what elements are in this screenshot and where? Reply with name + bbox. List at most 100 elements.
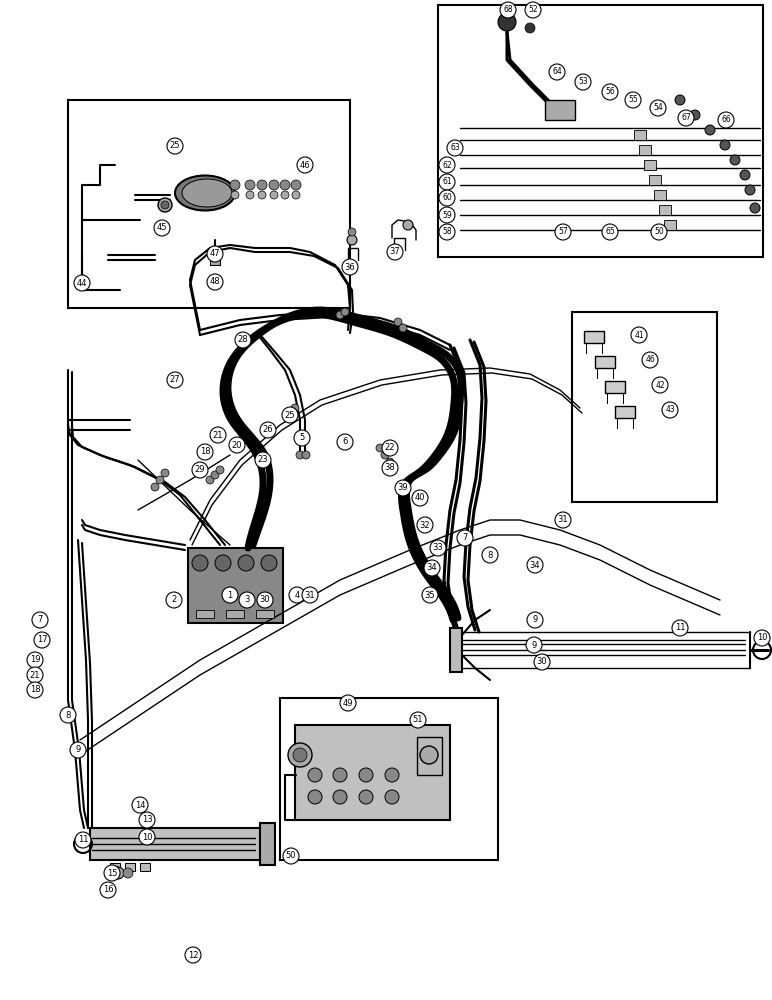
- Circle shape: [420, 746, 438, 764]
- Circle shape: [341, 308, 349, 316]
- Circle shape: [230, 180, 240, 190]
- Circle shape: [348, 228, 356, 236]
- Text: 36: 36: [344, 262, 355, 271]
- Circle shape: [602, 224, 618, 240]
- Text: 39: 39: [398, 484, 408, 492]
- Text: 65: 65: [605, 228, 615, 236]
- Circle shape: [257, 592, 273, 608]
- Circle shape: [705, 125, 715, 135]
- Circle shape: [281, 191, 289, 199]
- Circle shape: [382, 440, 398, 456]
- Circle shape: [642, 352, 658, 368]
- Circle shape: [60, 707, 76, 723]
- Bar: [140, 863, 150, 871]
- Text: 8: 8: [66, 710, 71, 720]
- Circle shape: [333, 790, 347, 804]
- Text: 33: 33: [432, 544, 443, 552]
- Text: 38: 38: [384, 464, 395, 473]
- Text: 14: 14: [135, 800, 145, 810]
- Text: 20: 20: [232, 440, 242, 450]
- Text: 40: 40: [415, 493, 425, 502]
- Text: 6: 6: [342, 438, 347, 446]
- Circle shape: [439, 224, 455, 240]
- Circle shape: [555, 224, 571, 240]
- Circle shape: [526, 637, 542, 653]
- Circle shape: [410, 712, 426, 728]
- Text: 17: 17: [37, 636, 47, 645]
- Circle shape: [296, 451, 304, 459]
- Text: 45: 45: [157, 224, 168, 232]
- Circle shape: [167, 138, 183, 154]
- Circle shape: [740, 170, 750, 180]
- Text: 51: 51: [413, 716, 423, 724]
- Circle shape: [342, 259, 358, 275]
- Text: 15: 15: [107, 868, 117, 878]
- Text: 55: 55: [628, 96, 638, 104]
- Circle shape: [132, 797, 148, 813]
- Bar: [659, 205, 671, 215]
- Text: 53: 53: [578, 78, 587, 87]
- Circle shape: [210, 427, 226, 443]
- Circle shape: [745, 185, 755, 195]
- Circle shape: [302, 587, 318, 603]
- Circle shape: [718, 112, 734, 128]
- Text: 9: 9: [531, 641, 537, 650]
- Circle shape: [288, 743, 312, 767]
- Circle shape: [289, 587, 305, 603]
- Bar: [438, 5, 763, 257]
- Bar: [664, 220, 676, 230]
- Circle shape: [166, 592, 182, 608]
- Circle shape: [112, 867, 124, 879]
- Circle shape: [359, 790, 373, 804]
- Text: 34: 34: [530, 560, 540, 570]
- Text: 8: 8: [487, 550, 493, 560]
- Circle shape: [283, 848, 299, 864]
- Circle shape: [337, 434, 353, 450]
- Circle shape: [347, 235, 357, 245]
- Circle shape: [424, 560, 440, 576]
- Bar: [649, 175, 661, 185]
- Circle shape: [652, 377, 668, 393]
- Text: 50: 50: [286, 852, 296, 860]
- Circle shape: [336, 311, 344, 319]
- Circle shape: [527, 612, 543, 628]
- Circle shape: [662, 402, 678, 418]
- Circle shape: [161, 469, 169, 477]
- Circle shape: [482, 547, 498, 563]
- Bar: [545, 100, 575, 120]
- Circle shape: [104, 865, 120, 881]
- Bar: [256, 610, 274, 618]
- Circle shape: [291, 180, 301, 190]
- Circle shape: [625, 92, 641, 108]
- Circle shape: [549, 64, 565, 80]
- Circle shape: [123, 868, 133, 878]
- Text: 21: 21: [213, 430, 223, 440]
- Bar: [280, 698, 498, 860]
- Circle shape: [258, 191, 266, 199]
- Circle shape: [525, 23, 535, 33]
- Circle shape: [27, 667, 43, 683]
- Circle shape: [197, 444, 213, 460]
- Circle shape: [260, 422, 276, 438]
- Circle shape: [192, 555, 208, 571]
- Circle shape: [650, 100, 666, 116]
- Text: 7: 7: [462, 534, 468, 542]
- Text: 43: 43: [665, 406, 675, 414]
- Circle shape: [139, 829, 155, 845]
- Bar: [639, 145, 651, 155]
- Text: 47: 47: [210, 249, 220, 258]
- Circle shape: [239, 592, 255, 608]
- Circle shape: [207, 274, 223, 290]
- Text: 63: 63: [450, 143, 460, 152]
- Text: 28: 28: [238, 336, 249, 344]
- Circle shape: [216, 466, 224, 474]
- Circle shape: [631, 327, 647, 343]
- Circle shape: [672, 620, 688, 636]
- Bar: [654, 190, 666, 200]
- Circle shape: [154, 220, 170, 236]
- Text: 30: 30: [259, 595, 270, 604]
- Text: 62: 62: [442, 160, 452, 169]
- Circle shape: [161, 201, 169, 209]
- Circle shape: [720, 140, 730, 150]
- Circle shape: [527, 557, 543, 573]
